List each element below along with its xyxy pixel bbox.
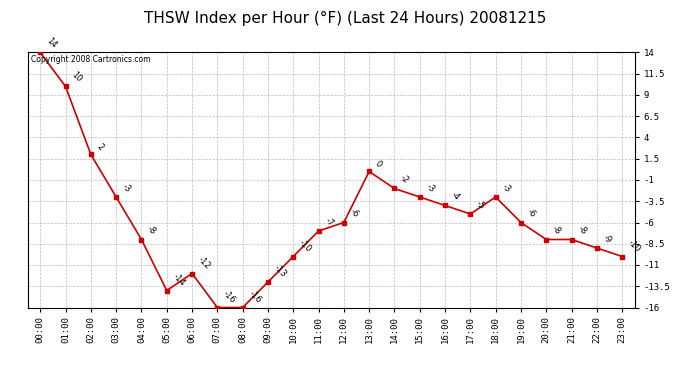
Text: -5: -5	[475, 199, 486, 211]
Text: -3: -3	[120, 182, 132, 194]
Text: -10: -10	[297, 238, 313, 254]
Text: -4: -4	[449, 190, 462, 203]
Text: -14: -14	[171, 272, 187, 288]
Text: -12: -12	[196, 255, 212, 271]
Text: 10: 10	[70, 70, 83, 84]
Text: -6: -6	[525, 207, 538, 220]
Text: -2: -2	[399, 174, 411, 186]
Text: -7: -7	[323, 216, 335, 228]
Text: -8: -8	[146, 224, 158, 237]
Text: -6: -6	[348, 207, 360, 220]
Text: -8: -8	[575, 224, 588, 237]
Text: -3: -3	[500, 182, 512, 194]
Text: -9: -9	[601, 233, 613, 245]
Text: -13: -13	[272, 263, 288, 279]
Text: -8: -8	[551, 224, 563, 237]
Text: 2: 2	[95, 142, 105, 152]
Text: 14: 14	[44, 36, 58, 50]
Text: -16: -16	[247, 289, 263, 305]
Text: -16: -16	[221, 289, 237, 305]
Text: Copyright 2008 Cartronics.com: Copyright 2008 Cartronics.com	[30, 55, 150, 64]
Text: THSW Index per Hour (°F) (Last 24 Hours) 20081215: THSW Index per Hour (°F) (Last 24 Hours)…	[144, 11, 546, 26]
Text: -3: -3	[424, 182, 436, 194]
Text: -10: -10	[627, 238, 642, 254]
Text: 0: 0	[373, 159, 384, 169]
